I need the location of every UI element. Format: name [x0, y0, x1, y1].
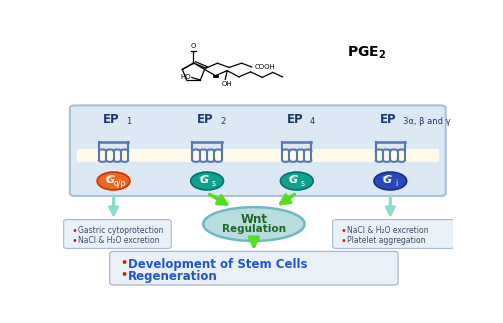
Ellipse shape — [382, 176, 389, 179]
FancyBboxPatch shape — [332, 220, 454, 248]
Text: EP: EP — [197, 113, 213, 126]
Text: G: G — [106, 175, 115, 185]
Ellipse shape — [199, 176, 206, 179]
Text: $\mathbf{PGE_2}$: $\mathbf{PGE_2}$ — [348, 45, 386, 61]
Text: •: • — [341, 236, 346, 246]
Ellipse shape — [97, 172, 130, 190]
Text: G: G — [289, 175, 298, 185]
Text: Regulation: Regulation — [222, 224, 286, 234]
Text: EP: EP — [103, 113, 120, 126]
Text: 3α, β and γ: 3α, β and γ — [403, 117, 451, 126]
Text: •: • — [71, 236, 77, 246]
Text: NaCl & H₂O excretion: NaCl & H₂O excretion — [347, 226, 428, 235]
Text: COOH: COOH — [255, 64, 276, 70]
Text: •: • — [121, 270, 128, 280]
Text: Development of Stem Cells: Development of Stem Cells — [128, 258, 308, 271]
Ellipse shape — [374, 172, 407, 190]
Text: O: O — [191, 43, 196, 49]
Text: HO: HO — [180, 74, 191, 80]
FancyBboxPatch shape — [110, 251, 398, 285]
Text: •: • — [71, 226, 77, 236]
Text: 4: 4 — [310, 117, 315, 126]
Text: s: s — [211, 179, 215, 188]
Text: NaCl & H₂O excretion: NaCl & H₂O excretion — [77, 236, 159, 245]
FancyBboxPatch shape — [70, 105, 446, 196]
FancyBboxPatch shape — [64, 220, 171, 248]
Text: s: s — [301, 179, 305, 188]
Ellipse shape — [289, 176, 296, 179]
Text: 2: 2 — [220, 117, 225, 126]
Text: OH: OH — [222, 81, 232, 87]
Ellipse shape — [191, 172, 223, 190]
Text: i: i — [395, 179, 398, 188]
Bar — [76, 150, 439, 162]
Text: G: G — [199, 175, 209, 185]
Text: Platelet aggregation: Platelet aggregation — [347, 236, 425, 245]
Text: Regeneration: Regeneration — [128, 270, 218, 283]
Ellipse shape — [105, 176, 112, 179]
Ellipse shape — [280, 172, 313, 190]
Text: EP: EP — [287, 113, 303, 126]
Text: G: G — [383, 175, 392, 185]
Text: •: • — [121, 258, 128, 268]
Text: q/p: q/p — [114, 179, 126, 188]
Text: Wnt: Wnt — [240, 213, 268, 226]
Text: EP: EP — [380, 113, 397, 126]
Ellipse shape — [203, 207, 304, 241]
Text: 1: 1 — [126, 117, 132, 126]
Text: •: • — [341, 226, 346, 236]
Text: Gastric cytoprotection: Gastric cytoprotection — [77, 226, 163, 235]
